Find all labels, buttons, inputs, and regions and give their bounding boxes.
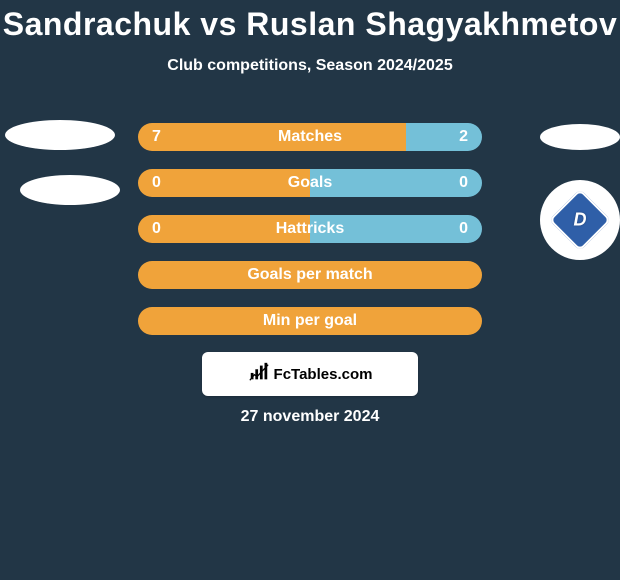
brand-card: FcTables.com <box>202 352 418 396</box>
stat-left-value: 0 <box>152 220 161 238</box>
stat-right-segment: 0 <box>310 215 482 243</box>
player-right-badge-oval <box>540 124 620 150</box>
stat-row: 72Matches <box>138 123 482 151</box>
stat-label: Min per goal <box>263 312 357 330</box>
stat-left-segment: 0 <box>138 169 310 197</box>
brand-text: FcTables.com <box>274 366 373 383</box>
stat-label: Goals per match <box>247 266 372 284</box>
stat-left-segment: 0 <box>138 215 310 243</box>
stat-right-segment: 2 <box>406 123 482 151</box>
player-left-badge-1 <box>5 120 115 150</box>
stats-bars: 72Matches00Goals00HattricksGoals per mat… <box>138 123 482 353</box>
stat-row: 00Goals <box>138 169 482 197</box>
bar-chart-icon <box>248 361 270 387</box>
stat-left-value: 0 <box>152 174 161 192</box>
stat-row: Goals per match <box>138 261 482 289</box>
stat-right-value: 2 <box>459 128 468 146</box>
stat-right-value: 0 <box>459 220 468 238</box>
stat-right-value: 0 <box>459 174 468 192</box>
comparison-infographic: Sandrachuk vs Ruslan Shagyakhmetov Club … <box>0 0 620 580</box>
generated-date: 27 november 2024 <box>0 408 620 426</box>
club-crest-letter: D <box>574 210 587 231</box>
player-right-club-crest: D <box>549 189 611 251</box>
stat-row: 00Hattricks <box>138 215 482 243</box>
stat-row: Min per goal <box>138 307 482 335</box>
page-subtitle: Club competitions, Season 2024/2025 <box>0 57 620 75</box>
stat-left-value: 7 <box>152 128 161 146</box>
player-left-badge-2 <box>20 175 120 205</box>
stat-left-segment: 7 <box>138 123 406 151</box>
stat-right-segment: 0 <box>310 169 482 197</box>
page-title: Sandrachuk vs Ruslan Shagyakhmetov <box>0 0 620 43</box>
